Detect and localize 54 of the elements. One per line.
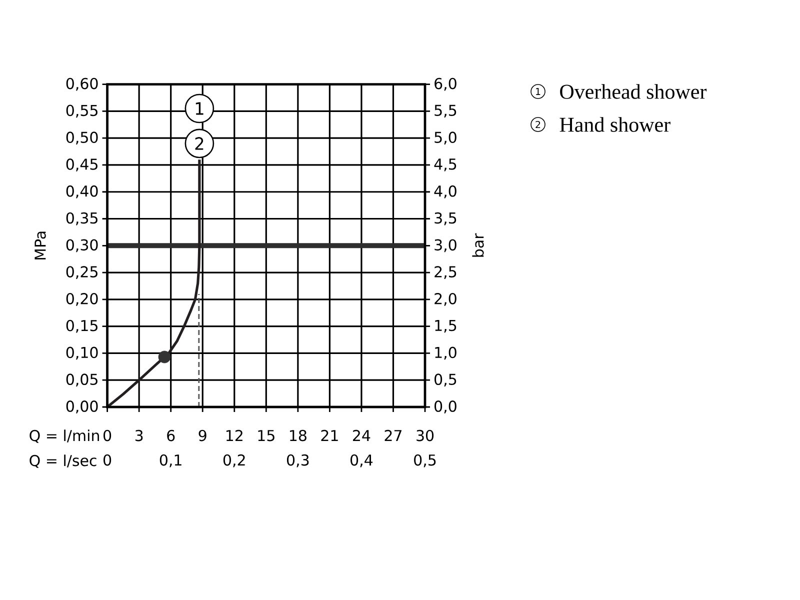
y2-tick-label: 3,0 [434,239,456,252]
x-tick-label: 18 [290,430,306,442]
y2-tick-label: 2,5 [434,266,456,279]
annotation: 2 [195,137,204,150]
y-tick-label: 0,30 [66,239,98,252]
x-tick-label: 9 [198,430,206,442]
x2-tick-label: 0,5 [414,454,436,468]
x2-tick-label: 0,2 [223,454,245,468]
y-tick-label: 0,60 [66,78,98,91]
y2-tick-label: 0,5 [434,374,456,387]
y2-tick-label: 4,5 [434,158,456,172]
y-tick-label: 0,15 [66,320,98,333]
x-tick-label: 21 [321,430,338,441]
y-tick-label: 0,55 [66,104,98,118]
y2-tick-label: 6,0 [434,78,456,91]
x-tick-label: 3 [135,430,143,442]
y-tick-label: 0,10 [66,346,98,360]
x-tick-label: 24 [353,430,370,441]
y-tick-label: 0,40 [66,185,98,198]
y-tick-label: 0,50 [66,132,98,145]
x-tick-label: 0 [104,430,112,442]
annotation: 1 [196,102,204,115]
text: Hand shower [560,117,670,132]
x-axis-title: Q = l/min [30,430,99,443]
y2-tick-label: 4,0 [434,185,456,198]
x2-axis-title: Q = l/sec [30,454,96,468]
x-tick-label: 15 [258,430,274,442]
y2-tick-label: 5,5 [434,104,456,118]
y2-tick-label: 2,0 [434,292,456,306]
text: 2 [536,120,540,128]
y-tick-label: 0,00 [66,400,98,414]
y-tick-label: 0,20 [66,292,98,306]
y-tick-label: 0,25 [66,266,98,279]
text: 1 [536,88,540,95]
x-tick-label: 30 [416,430,434,442]
y2-tick-label: 0,0 [434,400,456,414]
y2-axis-title: bar [472,233,484,257]
x2-tick-label: 0,1 [160,454,182,468]
y2-tick-label: 5,0 [434,132,456,145]
y-tick-label: 0,45 [66,158,98,172]
text: Overhead shower [560,84,707,99]
y2-tick-label: 3,5 [434,212,456,226]
line-series [106,158,201,408]
y-axis-title: MPa [34,232,46,260]
y-tick-label: 0,05 [66,374,98,387]
x2-tick-label: 0,4 [350,454,373,468]
x-tick-label: 12 [226,430,242,441]
x-tick-label: 6 [167,430,175,442]
x2-tick-label: 0 [104,454,112,466]
x2-tick-label: 0,3 [286,454,309,468]
x-tick-label: 27 [384,430,402,441]
y2-tick-label: 1,5 [435,320,456,333]
y-tick-label: 0,35 [66,212,98,226]
y2-tick-label: 1,0 [435,346,456,360]
